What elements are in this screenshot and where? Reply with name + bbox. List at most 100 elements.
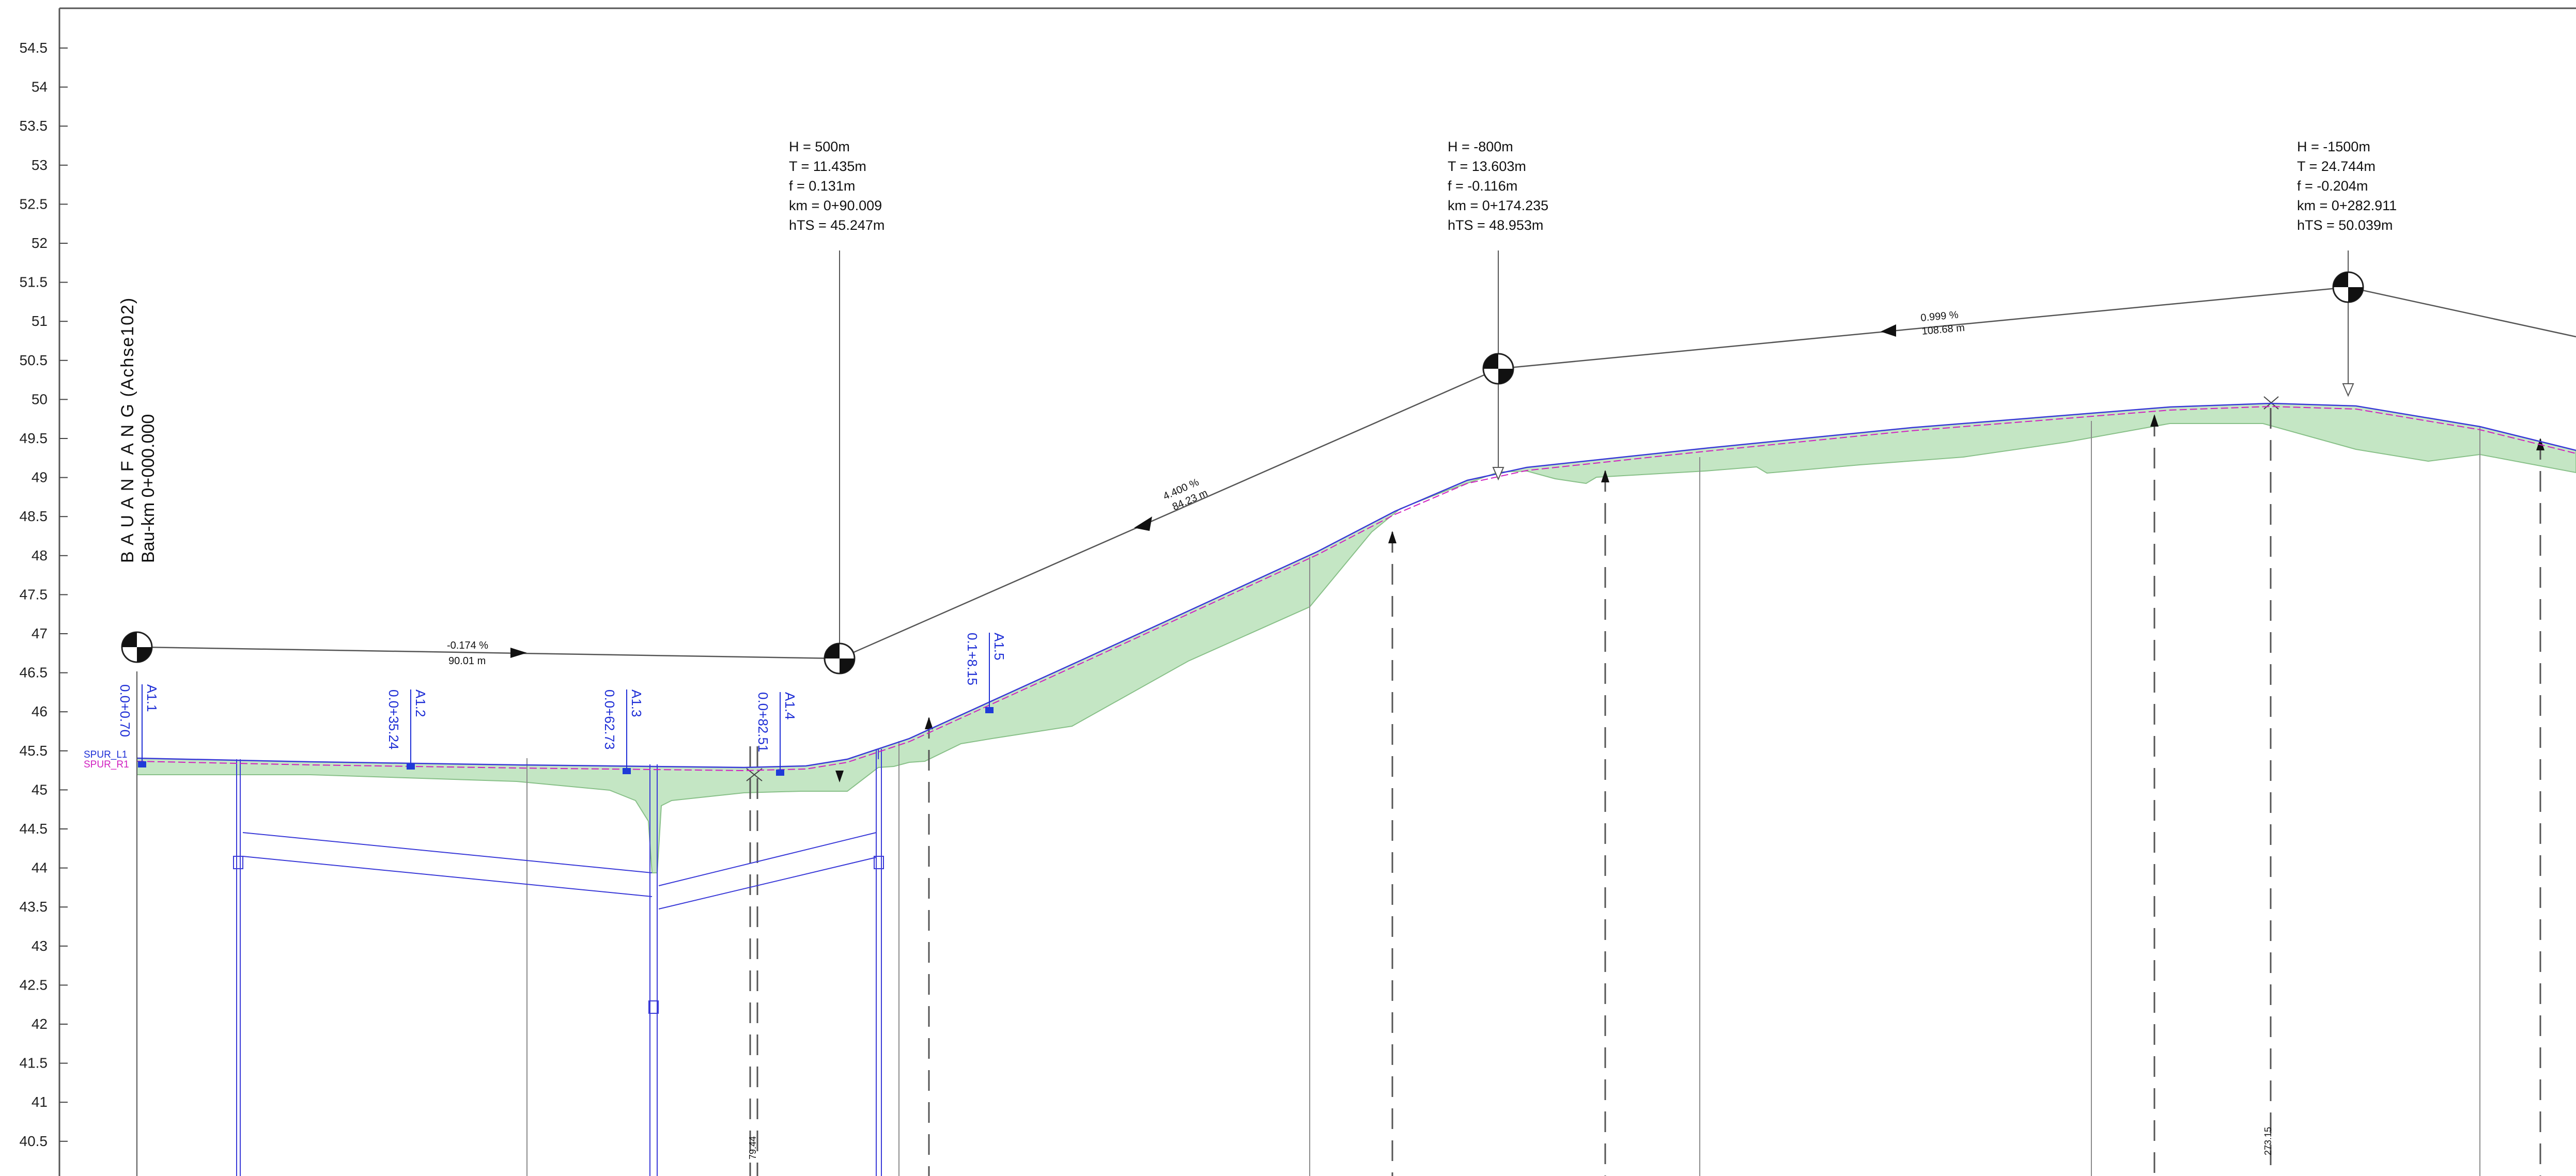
bottom-marker-2: 273.15 — [2263, 1127, 2273, 1155]
station-name: A1.5 — [991, 633, 1007, 661]
grade-arrows — [510, 324, 1896, 658]
curve-2-line-5: hTS = 48.953m — [1448, 217, 1543, 233]
marker-label: 273.15 — [2263, 1127, 2273, 1155]
y-tick-label: 43.5 — [20, 899, 48, 915]
station-name: A1.3 — [629, 689, 644, 717]
y-tick-label: 41 — [32, 1094, 48, 1110]
pvi-symbol-icon — [1482, 353, 1514, 385]
marker-label: 79.44 — [748, 1136, 758, 1159]
y-tick-label: 48.5 — [20, 508, 48, 524]
curve-1-line-2: T = 11.435m — [789, 159, 866, 174]
structure-line — [242, 856, 653, 897]
y-tick-label: 49 — [32, 469, 48, 485]
station-marker-icon — [407, 763, 415, 770]
station-name: A1.4 — [782, 692, 798, 720]
road-profile-r1 — [136, 405, 2576, 772]
pvi-markers — [121, 271, 2364, 675]
arrow-heads — [925, 414, 2544, 729]
grade-arrow-icon — [1881, 324, 1896, 337]
y-tick-label: 45 — [32, 781, 48, 797]
reference-lines — [136, 421, 2480, 1176]
manhole-box — [648, 1000, 659, 1014]
station-marker-icon — [138, 761, 146, 767]
y-tick-label: 49.5 — [20, 430, 48, 446]
y-tick-label: 52.5 — [20, 196, 48, 212]
curve-2-line-1: H = -800m — [1448, 139, 1513, 154]
station-km: 0.0+82.51 — [755, 692, 771, 752]
y-tick-label: 47 — [32, 625, 48, 641]
road-profile-l1 — [136, 402, 2576, 769]
curve-2-line-4: km = 0+174.235 — [1448, 198, 1548, 213]
curve-2-line-2: T = 13.603m — [1448, 159, 1526, 174]
y-tick-label: 52 — [32, 235, 48, 251]
y-tick-label: 42 — [32, 1016, 48, 1032]
y-tick-label: 53.5 — [20, 118, 48, 134]
spur-r1-label: SPUR_R1 — [84, 759, 129, 770]
y-tick-label: 44 — [32, 860, 48, 876]
station-name: A1.1 — [144, 684, 160, 712]
underground-structures — [233, 749, 884, 1176]
station-marker-icon — [623, 768, 631, 774]
y-tick-label: 44.5 — [20, 821, 48, 837]
y-tick-label: 53 — [32, 157, 48, 173]
y-tick-label: 54 — [32, 79, 48, 95]
curve-drop-lines — [136, 250, 2349, 1176]
curve-hollow-arrows — [1492, 383, 2354, 481]
y-tick-label: 50 — [32, 391, 48, 407]
tangent-1-grade: -0.174 % — [447, 640, 488, 651]
curve-1-line-3: f = 0.131m — [789, 178, 855, 194]
pvi-symbol-icon — [121, 631, 153, 663]
grade-line — [142, 286, 2576, 660]
manhole-box — [874, 856, 884, 869]
pvi-symbol-icon — [824, 642, 856, 675]
y-tick-label: 43 — [32, 938, 48, 954]
baustart-label: B A U A N F A N G (Achse102) Bau-km 0+00… — [118, 297, 158, 563]
station-km: 0.0+35.24 — [386, 689, 401, 749]
structure-line — [658, 832, 877, 886]
bottom-marker-1: 79.44 — [748, 1136, 758, 1159]
tangent-1-length: 90.01 m — [448, 655, 486, 667]
y-tick-label: 54.5 — [20, 40, 48, 56]
y-tick-label: 42.5 — [20, 977, 48, 993]
baustart-km: Bau-km 0+000.000 — [138, 414, 158, 563]
y-tick-label: 41.5 — [20, 1055, 48, 1071]
curve-1-line-5: hTS = 45.247m — [789, 217, 884, 233]
station-marker-icon — [985, 707, 994, 713]
arrow-up-icon — [1601, 470, 1609, 482]
y-tick-label: 46 — [32, 703, 48, 719]
drop-arrow-icon — [835, 771, 844, 782]
structure-line — [658, 857, 877, 910]
y-tick-label: 45.5 — [20, 743, 48, 759]
baustart-title: B A U A N F A N G (Achse102) — [118, 297, 137, 563]
station-marker-icon — [776, 770, 784, 776]
curve-1-line-4: km = 0+90.009 — [789, 198, 882, 213]
dashed-lines — [749, 408, 2541, 1176]
curve-3-line-4: km = 0+282.911 — [2297, 198, 2397, 213]
hollow-arrow-icon — [1492, 467, 1504, 481]
arrow-up-icon — [2150, 414, 2159, 427]
hollow-arrow-icon — [2342, 383, 2354, 397]
y-tick-label: 48 — [32, 547, 48, 563]
y-tick-label: 47.5 — [20, 586, 48, 602]
pvi-symbol-icon — [2332, 271, 2364, 303]
grade-arrow-icon — [1134, 516, 1152, 531]
curve-3-line-2: T = 24.744m — [2297, 159, 2376, 174]
station-name: A1.2 — [413, 689, 428, 717]
spur-l1-label: SPUR_L1 — [84, 749, 128, 760]
y-axis: 54.5 54 53.5 53 52.5 52 51.5 51 50.5 50 49.5 49 48.5… — [20, 40, 68, 1149]
tangent-3-grade: 0.999 % — [1920, 309, 1959, 324]
station-km: 0.0+0.70 — [117, 684, 133, 737]
curve-labels: H = 500m T = 11.435m f = 0.131m km = 0+9… — [789, 139, 2397, 233]
arrow-up-icon — [925, 717, 933, 729]
y-tick-label: 50.5 — [20, 352, 48, 368]
curve-1-line-1: H = 500m — [789, 139, 850, 154]
structure-line — [242, 832, 653, 873]
arrow-up-icon — [1388, 531, 1396, 543]
grade-arrow-icon — [510, 648, 527, 658]
terrain-area — [136, 402, 2576, 873]
station-km: 0.0+62.73 — [602, 689, 617, 749]
curve-2-line-3: f = -0.116m — [1448, 178, 1517, 194]
station-km: 0.1+8.15 — [965, 633, 980, 685]
curve-3-line-5: hTS = 50.039m — [2297, 217, 2393, 233]
